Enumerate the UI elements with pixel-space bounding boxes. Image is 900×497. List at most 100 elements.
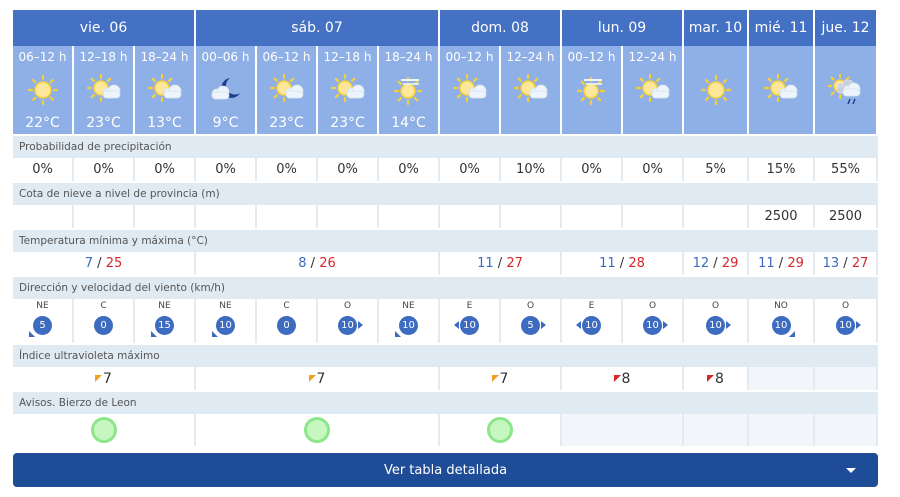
wind-speed-badge: 0 bbox=[277, 316, 296, 335]
wind-speed-badge: 10 bbox=[212, 316, 235, 337]
wind-direction: NE bbox=[402, 301, 415, 311]
temp-min: 7 bbox=[84, 256, 94, 271]
precip-cell: 0% bbox=[318, 158, 379, 181]
wind-speed-badge: 15 bbox=[151, 316, 174, 337]
moon-cloud-icon bbox=[211, 77, 240, 99]
temp-max: 28 bbox=[628, 256, 645, 271]
precip-cell: 0% bbox=[13, 158, 74, 181]
uv-level-flag-icon bbox=[707, 375, 715, 382]
wind-direction: E bbox=[466, 301, 473, 311]
precip-value: 0% bbox=[93, 162, 114, 177]
period-label: 00–12 h bbox=[445, 50, 494, 64]
temp-min: 11 bbox=[599, 256, 616, 271]
snow-cell bbox=[13, 205, 74, 228]
wind-arrow-icon bbox=[541, 321, 546, 329]
uv-level-flag-icon bbox=[308, 375, 316, 382]
chevron-down-icon bbox=[846, 468, 856, 473]
wind-speed-badge: 10 bbox=[643, 316, 668, 335]
day-header: sáb. 07 bbox=[196, 10, 440, 46]
day-header: mar. 10 bbox=[684, 10, 749, 46]
sun-icon bbox=[27, 74, 58, 105]
wind-direction: NO bbox=[774, 301, 788, 311]
period-temp: 22°C bbox=[25, 115, 60, 131]
row-label-text: Cota de nieve a nivel de provincia (m) bbox=[19, 188, 220, 200]
warning-cell bbox=[440, 414, 562, 446]
wind-speed-badge: 5 bbox=[29, 316, 52, 337]
precip-cell: 0% bbox=[623, 158, 684, 181]
precip-cell: 0% bbox=[440, 158, 501, 181]
wind-direction: NE bbox=[219, 301, 232, 311]
precip-value: 0% bbox=[642, 162, 663, 177]
temp-cell: 12 / 29 bbox=[684, 252, 749, 275]
snow-cell bbox=[501, 205, 562, 228]
temp-max: 25 bbox=[105, 256, 123, 271]
snow-cell: 2500 bbox=[815, 205, 878, 228]
sun-haze-icon bbox=[393, 76, 422, 105]
warning-green-circle-icon[interactable] bbox=[304, 417, 330, 443]
precip-value: 0% bbox=[337, 162, 358, 177]
period-cell: 18–24 h 13°C bbox=[135, 46, 196, 134]
period-temp: 14°C bbox=[391, 115, 426, 131]
period-label: 18–24 h bbox=[140, 50, 189, 64]
sun-cloud-rain-icon bbox=[827, 73, 860, 104]
warning-green-circle-icon[interactable] bbox=[90, 417, 117, 443]
snow-cell bbox=[74, 205, 135, 228]
row-label-text: Dirección y velocidad del viento (km/h) bbox=[19, 282, 225, 294]
wind-arrow-icon bbox=[454, 321, 459, 329]
precip-cell: 10% bbox=[501, 158, 562, 181]
wind-direction: NE bbox=[36, 301, 49, 311]
precip-value: 0% bbox=[398, 162, 419, 177]
precip-cell: 0% bbox=[74, 158, 135, 181]
day-label: mié. 11 bbox=[754, 20, 808, 36]
forecast-table: vie. 06 sáb. 07 dom. 08 lun. 09 mar. 10 mié. … bbox=[13, 10, 878, 446]
wind-speed: 10 bbox=[839, 320, 852, 331]
period-temp bbox=[650, 115, 654, 131]
row-label-snow: Cota de nieve a nivel de provincia (m) bbox=[13, 183, 878, 205]
temp-max: 27 bbox=[506, 256, 523, 271]
precip-cell: 5% bbox=[684, 158, 749, 181]
period-label: 12–18 h bbox=[79, 50, 128, 64]
day-header: dom. 08 bbox=[440, 10, 562, 46]
uv-cell bbox=[815, 367, 878, 390]
wind-arrow-icon bbox=[358, 321, 363, 329]
warning-green-circle-icon[interactable] bbox=[487, 417, 513, 443]
snow-cell bbox=[257, 205, 318, 228]
wind-cell: O 10 bbox=[815, 299, 878, 343]
period-cell: 00–06 h 9°C bbox=[196, 46, 257, 134]
wind-speed-badge: 0 bbox=[94, 316, 113, 335]
uv-level-flag-icon bbox=[613, 375, 621, 382]
period-label: 00–12 h bbox=[567, 50, 616, 64]
temp-min: 11 bbox=[477, 256, 494, 271]
wind-direction: C bbox=[100, 301, 107, 311]
period-cell: 12–24 h bbox=[623, 46, 684, 134]
period-temp: 23°C bbox=[330, 115, 365, 131]
wind-speed-badge: 10 bbox=[706, 316, 731, 335]
period-label: 12–24 h bbox=[628, 50, 677, 64]
wind-direction: C bbox=[283, 301, 290, 311]
snow-cell bbox=[440, 205, 501, 228]
uv-level-flag-icon bbox=[491, 375, 499, 382]
warning-cell bbox=[684, 414, 749, 446]
row-label-text: Temperatura mínima y máxima (°C) bbox=[19, 235, 208, 247]
wind-cell: NE 5 bbox=[13, 299, 74, 343]
precip-value: 15% bbox=[766, 162, 796, 177]
snow-cell bbox=[135, 205, 196, 228]
snow-value: 2500 bbox=[764, 209, 798, 224]
sun-cloud-icon bbox=[330, 73, 364, 102]
uv-value: 7 bbox=[316, 370, 326, 387]
day-header: lun. 09 bbox=[562, 10, 684, 46]
wind-cell: NE 15 bbox=[135, 299, 196, 343]
detailed-table-button[interactable]: Ver tabla detallada bbox=[13, 453, 878, 487]
period-cell: 12–24 h bbox=[501, 46, 562, 134]
period-temp bbox=[779, 115, 783, 131]
wind-speed: 10 bbox=[341, 320, 354, 331]
uv-value: 8 bbox=[621, 370, 631, 387]
precip-cell: 0% bbox=[562, 158, 623, 181]
temp-cell: 11 / 28 bbox=[562, 252, 684, 275]
sun-cloud-icon bbox=[763, 73, 798, 102]
snow-cell bbox=[318, 205, 379, 228]
temp-cell: 7 / 25 bbox=[13, 252, 196, 275]
day-header: mié. 11 bbox=[749, 10, 815, 46]
